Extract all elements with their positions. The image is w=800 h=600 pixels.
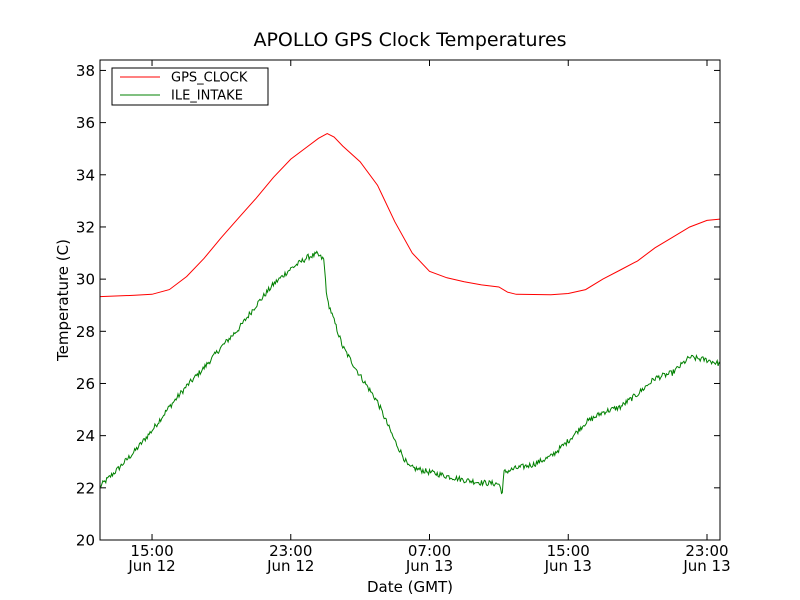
y-tick-label: 20 <box>76 532 95 550</box>
x-tick-label-date: Jun 13 <box>405 557 453 575</box>
y-tick-label: 28 <box>76 323 95 341</box>
series-line-ile-intake <box>99 250 721 495</box>
x-tick-label-time: 23:00 <box>269 542 312 560</box>
x-axis-label: Date (GMT) <box>367 578 453 596</box>
y-axis-label: Temperature (C) <box>54 239 72 362</box>
y-tick-label: 30 <box>76 271 95 289</box>
series-layer <box>99 133 721 495</box>
x-tick-label-date: Jun 12 <box>127 557 175 575</box>
x-tick-label-time: 15:00 <box>547 542 590 560</box>
y-tick-label: 22 <box>76 479 95 497</box>
chart-title: APOLLO GPS Clock Temperatures <box>253 29 566 51</box>
y-tick-label: 26 <box>76 375 95 393</box>
x-tick-label-time: 07:00 <box>408 542 451 560</box>
y-tick-label: 32 <box>76 218 95 236</box>
y-tick-label: 34 <box>76 166 95 184</box>
x-tick-label-date: Jun 13 <box>544 557 592 575</box>
x-tick-label-time: 15:00 <box>130 542 173 560</box>
legend: GPS_CLOCK ILE_INTAKE <box>111 67 269 106</box>
x-tick-label-date: Jun 13 <box>682 557 730 575</box>
legend-label-gps-clock: GPS_CLOCK <box>171 71 248 86</box>
legend-box <box>111 67 269 106</box>
x-tick-label-date: Jun 12 <box>266 557 314 575</box>
series-line-gps-clock <box>99 133 721 298</box>
y-tick-label: 38 <box>76 62 95 80</box>
y-tick-label: 36 <box>76 114 95 132</box>
y-tick-label: 24 <box>76 427 95 445</box>
x-tick-label-time: 23:00 <box>685 542 728 560</box>
plot-frame <box>99 59 721 541</box>
legend-label-ile-intake: ILE_INTAKE <box>171 89 243 104</box>
